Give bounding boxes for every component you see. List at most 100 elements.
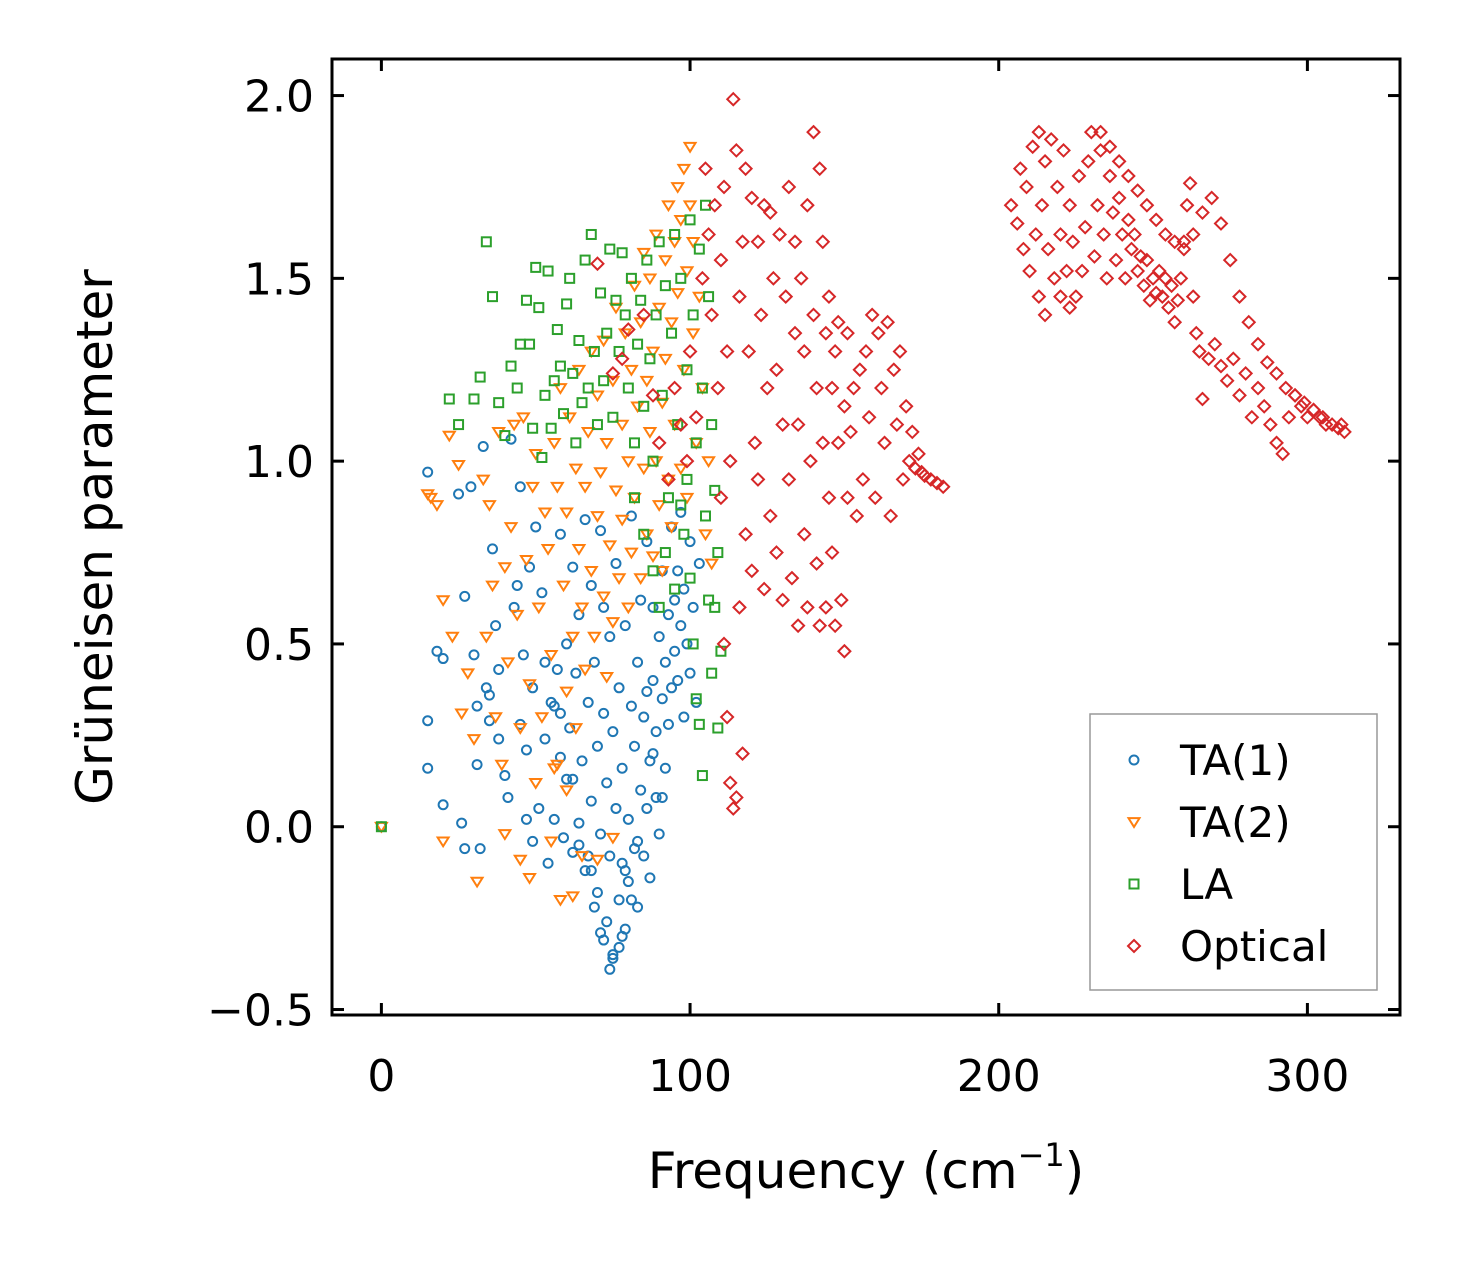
data-point bbox=[524, 338, 536, 350]
data-point bbox=[1222, 252, 1238, 268]
data-point bbox=[522, 873, 537, 885]
data-point bbox=[595, 525, 607, 537]
data-point bbox=[1108, 252, 1124, 268]
data-point bbox=[604, 631, 616, 643]
data-point bbox=[488, 712, 503, 724]
data-point bbox=[539, 733, 551, 745]
data-point bbox=[548, 700, 560, 712]
legend-label: TA(2) bbox=[1179, 798, 1291, 847]
data-point bbox=[867, 490, 883, 506]
data-point bbox=[621, 602, 636, 615]
data-point bbox=[699, 510, 711, 522]
data-point bbox=[511, 579, 523, 591]
data-point bbox=[840, 325, 855, 341]
data-point bbox=[790, 417, 806, 432]
data-point bbox=[840, 490, 855, 506]
data-point bbox=[375, 821, 387, 833]
data-point bbox=[551, 664, 563, 676]
data-point bbox=[732, 289, 747, 305]
data-point bbox=[1056, 142, 1071, 158]
data-point bbox=[423, 492, 439, 505]
data-point bbox=[482, 500, 497, 512]
data-point bbox=[784, 570, 800, 586]
data-point bbox=[493, 664, 505, 676]
data-point bbox=[573, 334, 585, 346]
data-point bbox=[656, 693, 668, 705]
data-point bbox=[666, 682, 678, 694]
data-point bbox=[598, 707, 610, 719]
legend-marker bbox=[1128, 754, 1140, 766]
data-point bbox=[491, 427, 506, 439]
data-point bbox=[1151, 263, 1167, 279]
data-point bbox=[687, 601, 699, 613]
data-point bbox=[437, 799, 449, 811]
data-point bbox=[907, 461, 923, 476]
data-point bbox=[579, 865, 591, 877]
data-point bbox=[1111, 190, 1127, 206]
data-point bbox=[666, 327, 678, 339]
data-point bbox=[437, 653, 449, 665]
data-point bbox=[716, 179, 732, 195]
data-point bbox=[543, 836, 559, 849]
data-point bbox=[497, 562, 513, 574]
data-point bbox=[638, 711, 650, 723]
data-point bbox=[1241, 314, 1257, 330]
data-point bbox=[531, 602, 547, 615]
data-point bbox=[545, 422, 557, 434]
data-point bbox=[1043, 132, 1059, 147]
data-point bbox=[710, 380, 726, 396]
data-point bbox=[561, 638, 573, 650]
data-point bbox=[756, 581, 772, 597]
data-point bbox=[653, 631, 665, 643]
data-point bbox=[636, 463, 652, 476]
data-point bbox=[487, 291, 499, 303]
data-point bbox=[698, 161, 713, 177]
data-point bbox=[607, 411, 619, 423]
data-point bbox=[625, 272, 637, 284]
data-point bbox=[465, 481, 477, 493]
data-point bbox=[1207, 336, 1223, 352]
data-point bbox=[1262, 417, 1278, 432]
data-point bbox=[706, 667, 718, 679]
data-point bbox=[1053, 289, 1068, 305]
data-point bbox=[542, 265, 554, 277]
data-point bbox=[524, 561, 536, 573]
data-point bbox=[519, 554, 534, 567]
data-point bbox=[480, 236, 492, 248]
data-point bbox=[1213, 216, 1229, 231]
data-point bbox=[632, 901, 644, 913]
data-point bbox=[675, 620, 687, 632]
data-point bbox=[830, 435, 846, 451]
data-point bbox=[809, 556, 825, 571]
data-point bbox=[443, 393, 455, 405]
data-point bbox=[864, 307, 880, 323]
data-point bbox=[570, 667, 582, 679]
data-point bbox=[1195, 205, 1210, 220]
data-point bbox=[1250, 380, 1266, 396]
data-point bbox=[613, 894, 625, 906]
data-point bbox=[471, 700, 483, 712]
data-point bbox=[662, 609, 674, 621]
data-point bbox=[1037, 307, 1053, 323]
data-point bbox=[803, 453, 818, 469]
data-point bbox=[635, 594, 647, 606]
data-point bbox=[1012, 161, 1028, 177]
data-point bbox=[645, 346, 661, 359]
data-point bbox=[670, 182, 686, 194]
data-point bbox=[1256, 398, 1272, 414]
data-point bbox=[639, 375, 655, 388]
legend-marker bbox=[1128, 878, 1140, 890]
data-point bbox=[870, 325, 886, 341]
legend-entry: TA(2) bbox=[1126, 798, 1291, 847]
data-point bbox=[701, 227, 716, 242]
data-point bbox=[616, 247, 628, 259]
data-point bbox=[573, 839, 585, 851]
data-point bbox=[614, 419, 630, 432]
data-point bbox=[1124, 241, 1139, 257]
data-point bbox=[1250, 336, 1266, 352]
data-point bbox=[605, 617, 621, 629]
data-point bbox=[1148, 285, 1164, 301]
data-point bbox=[558, 408, 570, 420]
data-point bbox=[611, 573, 627, 585]
data-point bbox=[650, 791, 662, 803]
